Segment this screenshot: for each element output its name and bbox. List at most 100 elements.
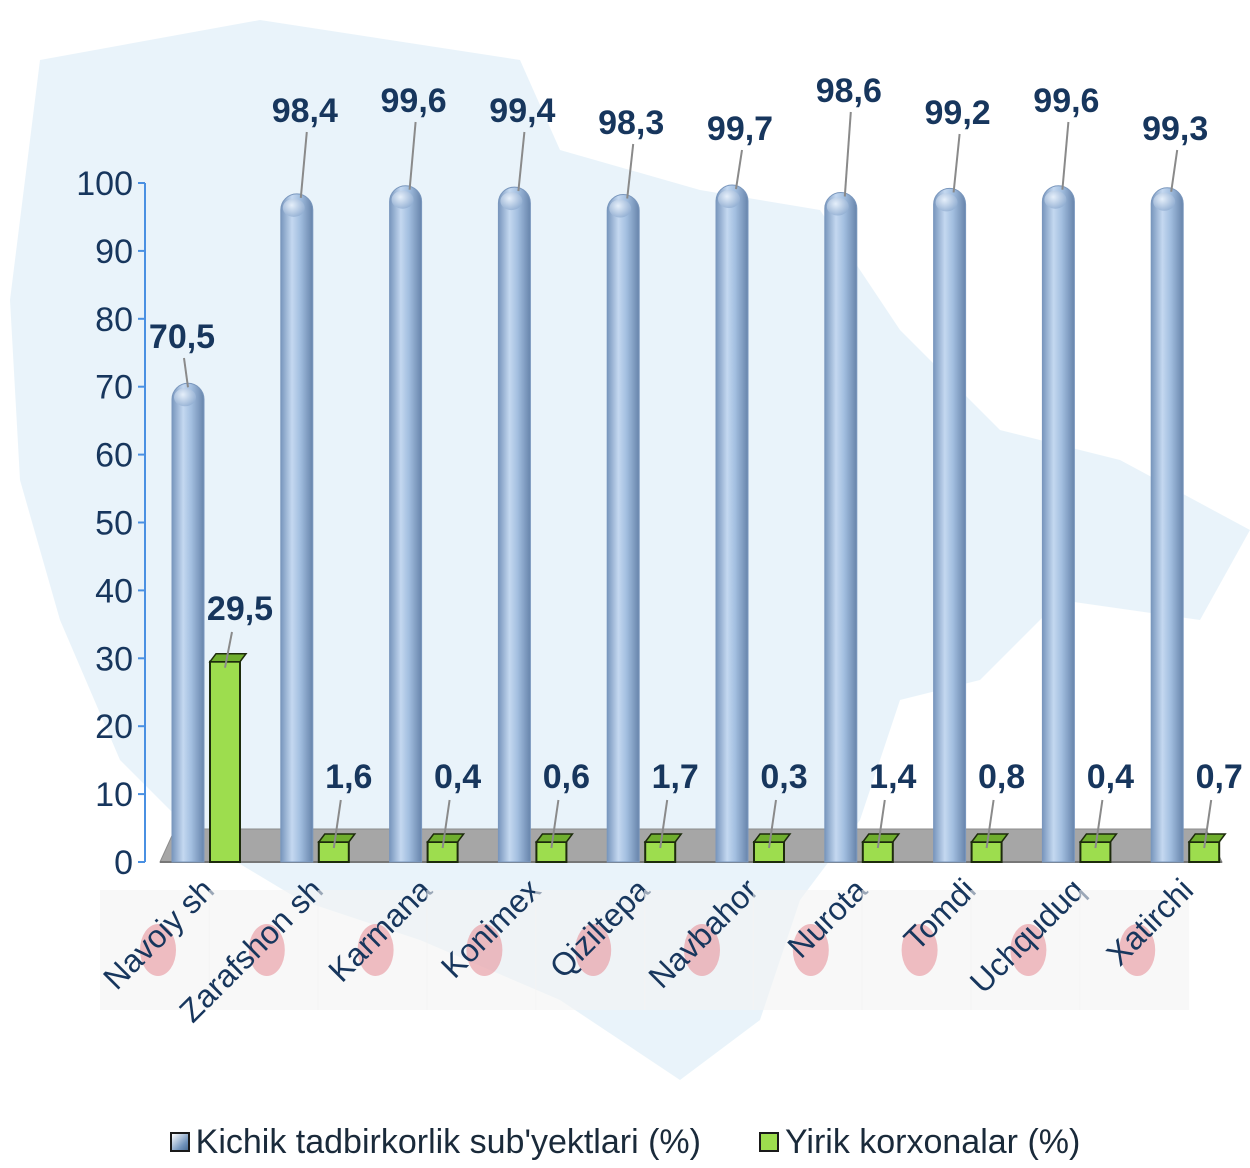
data-label-large-enterprises: 29,5 — [207, 590, 273, 628]
bar-large-enterprises — [209, 660, 241, 863]
legend-swatch-small-business — [169, 1132, 190, 1152]
bar-small-business — [1150, 187, 1184, 863]
y-tick-label: 80 — [95, 301, 133, 339]
bar-small-business — [1041, 185, 1075, 863]
data-label-small-business: 99,2 — [925, 94, 991, 132]
bar-small-business — [715, 184, 749, 863]
bar-large-enterprises-top — [1187, 833, 1227, 843]
leader-line-large-enterprises — [1203, 799, 1213, 849]
region-highlight-shape — [1119, 924, 1156, 976]
bar-small-business-cap — [1044, 190, 1067, 209]
bar-large-enterprises-top — [970, 833, 1010, 843]
y-tick-label: 30 — [95, 640, 133, 678]
y-tick-label: 50 — [95, 505, 133, 543]
region-highlight-shape — [575, 924, 612, 976]
bar-small-business — [171, 382, 205, 863]
data-labels: 70,5 29,5 98,4 1,6 99,6 0,4 99,4 0,6 98,3 1,7 99,7… — [149, 72, 1243, 849]
leader-line-small-business — [1170, 149, 1179, 192]
bar-small-business — [280, 193, 314, 863]
bar-small-business-cap — [718, 190, 740, 209]
bar-small-business — [606, 194, 640, 863]
bar-large-enterprises-top — [752, 833, 792, 843]
data-label-large-enterprises: 0,4 — [434, 758, 481, 796]
bar-large-enterprises-top — [426, 833, 466, 843]
bar-small-business-cap — [935, 193, 958, 212]
y-tick-label: 90 — [95, 233, 133, 271]
data-label-small-business: 98,3 — [598, 104, 664, 142]
data-label-small-business: 99,7 — [707, 110, 773, 148]
bar-small-business — [933, 187, 967, 863]
data-label-small-business: 99,4 — [489, 92, 555, 130]
leader-line-small-business — [952, 133, 961, 193]
data-label-small-business: 70,5 — [149, 318, 215, 356]
legend-label-small-business: Kichik tadbirkorlik sub'yektlari (%) — [195, 1122, 701, 1161]
leader-line-large-enterprises — [985, 799, 995, 849]
data-label-large-enterprises: 0,6 — [543, 758, 590, 796]
region-highlight-shape — [1010, 924, 1047, 976]
y-tick-label: 0 — [114, 844, 133, 882]
data-label-small-business: 98,4 — [272, 92, 338, 130]
y-tick-label: 10 — [95, 776, 133, 814]
bars — [171, 184, 1227, 863]
region-highlight-shape — [140, 924, 176, 976]
legend-item-small-business: Kichik tadbirkorlik sub'yektlari (%) — [169, 1122, 701, 1162]
bar-small-business — [824, 192, 858, 863]
bar-large-enterprises-top — [317, 833, 357, 843]
chart: 0 10 20 30 40 50 60 70 80 90 100 70,5 29,5 98,4 1,6 99… — [10, 20, 1250, 1080]
data-label-large-enterprises: 1,4 — [869, 758, 916, 796]
bar-large-enterprises-top — [1078, 833, 1118, 843]
leader-line-large-enterprises — [332, 799, 342, 849]
leader-line-small-business — [1061, 121, 1070, 190]
bar-small-business-cap — [391, 190, 414, 209]
y-tick-label: 60 — [95, 437, 133, 475]
bar-large-enterprises-top — [534, 833, 574, 843]
bar-small-business-cap — [174, 388, 196, 407]
region-highlight-shape — [792, 924, 829, 976]
leader-line-large-enterprises — [550, 799, 560, 849]
y-tick-label: 40 — [95, 572, 133, 610]
leader-line-large-enterprises — [768, 799, 777, 849]
bar-small-business-cap — [500, 192, 523, 211]
region-highlight-shape — [901, 924, 938, 976]
bar-small-business — [389, 185, 423, 863]
region-highlight-shape — [466, 924, 503, 976]
leader-line-small-business — [843, 111, 852, 197]
data-label-small-business: 98,6 — [816, 72, 882, 110]
data-label-large-enterprises: 0,3 — [760, 758, 807, 796]
region-highlight-shape — [248, 924, 285, 976]
y-axis: 0 10 20 30 40 50 60 70 80 90 100 — [76, 165, 146, 882]
data-label-large-enterprises: 0,8 — [978, 758, 1025, 796]
data-label-small-business: 99,6 — [381, 82, 447, 120]
legend-item-large-enterprises: Yirik korxonalar (%) — [758, 1122, 1081, 1162]
bar-small-business — [497, 186, 531, 863]
leader-line-large-enterprises — [1094, 799, 1104, 849]
leader-line-small-business — [735, 149, 743, 190]
y-tick-label: 70 — [95, 369, 133, 407]
bar-small-business-cap — [1153, 192, 1176, 211]
leader-line-large-enterprises — [224, 631, 233, 668]
bar-large-enterprises-top — [643, 833, 683, 843]
leader-line-large-enterprises — [876, 799, 886, 849]
bar-small-business-cap — [609, 199, 632, 218]
y-tick-label: 100 — [76, 165, 133, 203]
region-highlight-shape — [684, 924, 720, 976]
y-tick-label: 20 — [95, 708, 133, 746]
data-label-large-enterprises: 1,7 — [652, 758, 699, 796]
leader-line-small-business — [517, 131, 526, 192]
leader-line-large-enterprises — [441, 799, 451, 849]
data-label-large-enterprises: 0,7 — [1196, 758, 1243, 796]
leader-line-small-business — [299, 131, 308, 198]
legend: Kichik tadbirkorlik sub'yektlari (%) Yir… — [0, 1120, 1250, 1164]
leader-line-large-enterprises — [659, 799, 669, 849]
bar-small-business-cap — [826, 197, 849, 216]
data-label-small-business: 99,6 — [1033, 82, 1099, 120]
leader-line-small-business — [183, 357, 189, 388]
region-highlight-shape — [357, 924, 394, 976]
data-label-large-enterprises: 1,6 — [325, 758, 372, 796]
legend-label-large-enterprises: Yirik korxonalar (%) — [784, 1122, 1081, 1161]
leader-line-small-business — [408, 121, 417, 190]
bar-large-enterprises-top — [208, 652, 248, 663]
data-label-small-business: 99,3 — [1142, 110, 1208, 148]
bar-small-business-cap — [282, 198, 305, 217]
